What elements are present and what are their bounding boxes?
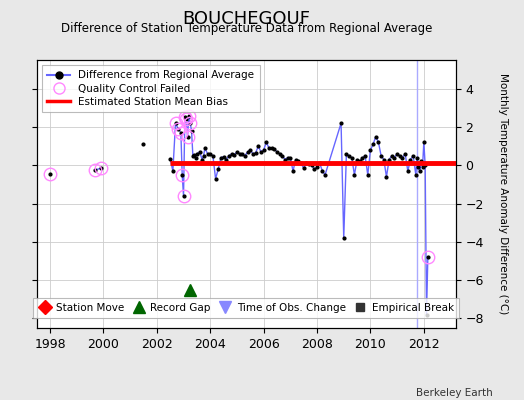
Text: Difference of Station Temperature Data from Regional Average: Difference of Station Temperature Data f… <box>61 22 432 35</box>
Y-axis label: Monthly Temperature Anomaly Difference (°C): Monthly Temperature Anomaly Difference (… <box>498 73 508 315</box>
Legend: Difference from Regional Average, Quality Control Failed, Estimated Station Mean: Difference from Regional Average, Qualit… <box>42 65 259 112</box>
Legend: Station Move, Record Gap, Time of Obs. Change, Empirical Break: Station Move, Record Gap, Time of Obs. C… <box>34 298 459 318</box>
Text: BOUCHEGOUF: BOUCHEGOUF <box>182 10 310 28</box>
Text: Berkeley Earth: Berkeley Earth <box>416 388 493 398</box>
